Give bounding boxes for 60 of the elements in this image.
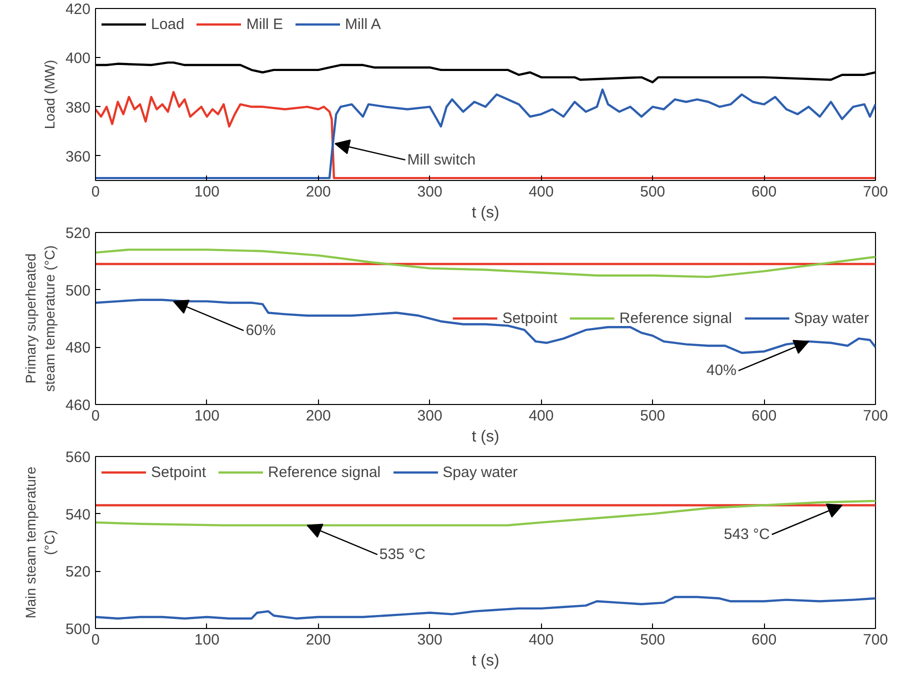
legend-label: Setpoint — [502, 310, 558, 326]
x-tick-label: 500 — [640, 184, 666, 200]
y-axis-title: Primary superheated steam temperature (°C) — [22, 245, 58, 392]
annotation: 60% — [246, 322, 276, 340]
legend-label: Mill E — [246, 16, 284, 32]
legend-label: Setpoint — [151, 464, 206, 480]
x-tick-label: 400 — [528, 408, 554, 424]
legend-label: Reference signal — [619, 310, 732, 326]
x-tick-label: 600 — [752, 184, 777, 200]
x-tick-label: 600 — [752, 408, 777, 424]
x-tick-label: 700 — [862, 632, 888, 648]
y-tick-label: 540 — [65, 506, 91, 524]
x-tick-label: 0 — [91, 184, 100, 200]
y-tick-label: 460 — [65, 397, 91, 414]
x-tick-label: 100 — [194, 408, 220, 424]
x-tick-label: 100 — [194, 632, 220, 648]
annotation: 535 °C — [379, 546, 426, 564]
line-series — [96, 596, 876, 620]
legend-label: Spay water — [442, 464, 518, 480]
x-tick-label: 0 — [91, 408, 100, 424]
x-tick-label: 200 — [306, 632, 331, 648]
x-tick-label: 0 — [91, 632, 100, 648]
y-axis-title: Load (MW) — [41, 60, 58, 130]
x-tick-label: 200 — [306, 184, 331, 200]
y-tick-label: 400 — [65, 50, 91, 68]
y-tick-label: 500 — [65, 621, 91, 638]
legend-label: Load — [151, 16, 184, 32]
y-tick-label: 520 — [65, 564, 91, 581]
legend-label: Reference signal — [268, 464, 381, 480]
y-tick-label: 360 — [65, 148, 91, 166]
x-tick-label: 700 — [862, 408, 888, 424]
annotation: Mill switch — [407, 151, 476, 168]
x-tick-label: 100 — [194, 184, 220, 200]
annotation: 40% — [706, 362, 736, 380]
x-tick-label: 400 — [528, 184, 554, 200]
y-tick-label: 420 — [65, 1, 91, 18]
x-tick-label: 300 — [417, 632, 442, 648]
x-tick-label: 500 — [640, 632, 666, 648]
y-tick-label: 480 — [65, 340, 91, 357]
y-tick-label: 380 — [65, 99, 91, 116]
line-series — [96, 500, 876, 526]
x-tick-label: 300 — [417, 184, 442, 200]
x-tick-label: 700 — [862, 184, 888, 200]
line-series — [96, 298, 876, 354]
x-axis-title: t (s) — [472, 204, 500, 222]
x-tick-label: 600 — [752, 632, 777, 648]
y-tick-label: 560 — [65, 449, 91, 466]
y-tick-label: 520 — [65, 225, 91, 242]
x-tick-label: 300 — [417, 408, 442, 424]
x-axis-title: t (s) — [472, 652, 500, 670]
annotation: 543 °C — [724, 526, 770, 543]
x-tick-label: 200 — [306, 408, 331, 424]
y-axis-title: Main steam temperature (°C) — [22, 466, 58, 618]
line-series — [96, 248, 876, 278]
x-tick-label: 400 — [528, 632, 554, 648]
y-tick-label: 500 — [65, 282, 91, 300]
x-tick-label: 500 — [640, 408, 666, 424]
x-axis-title: t (s) — [472, 428, 500, 446]
legend-label: Mill A — [345, 16, 381, 32]
legend-label: Spay water — [794, 310, 869, 326]
